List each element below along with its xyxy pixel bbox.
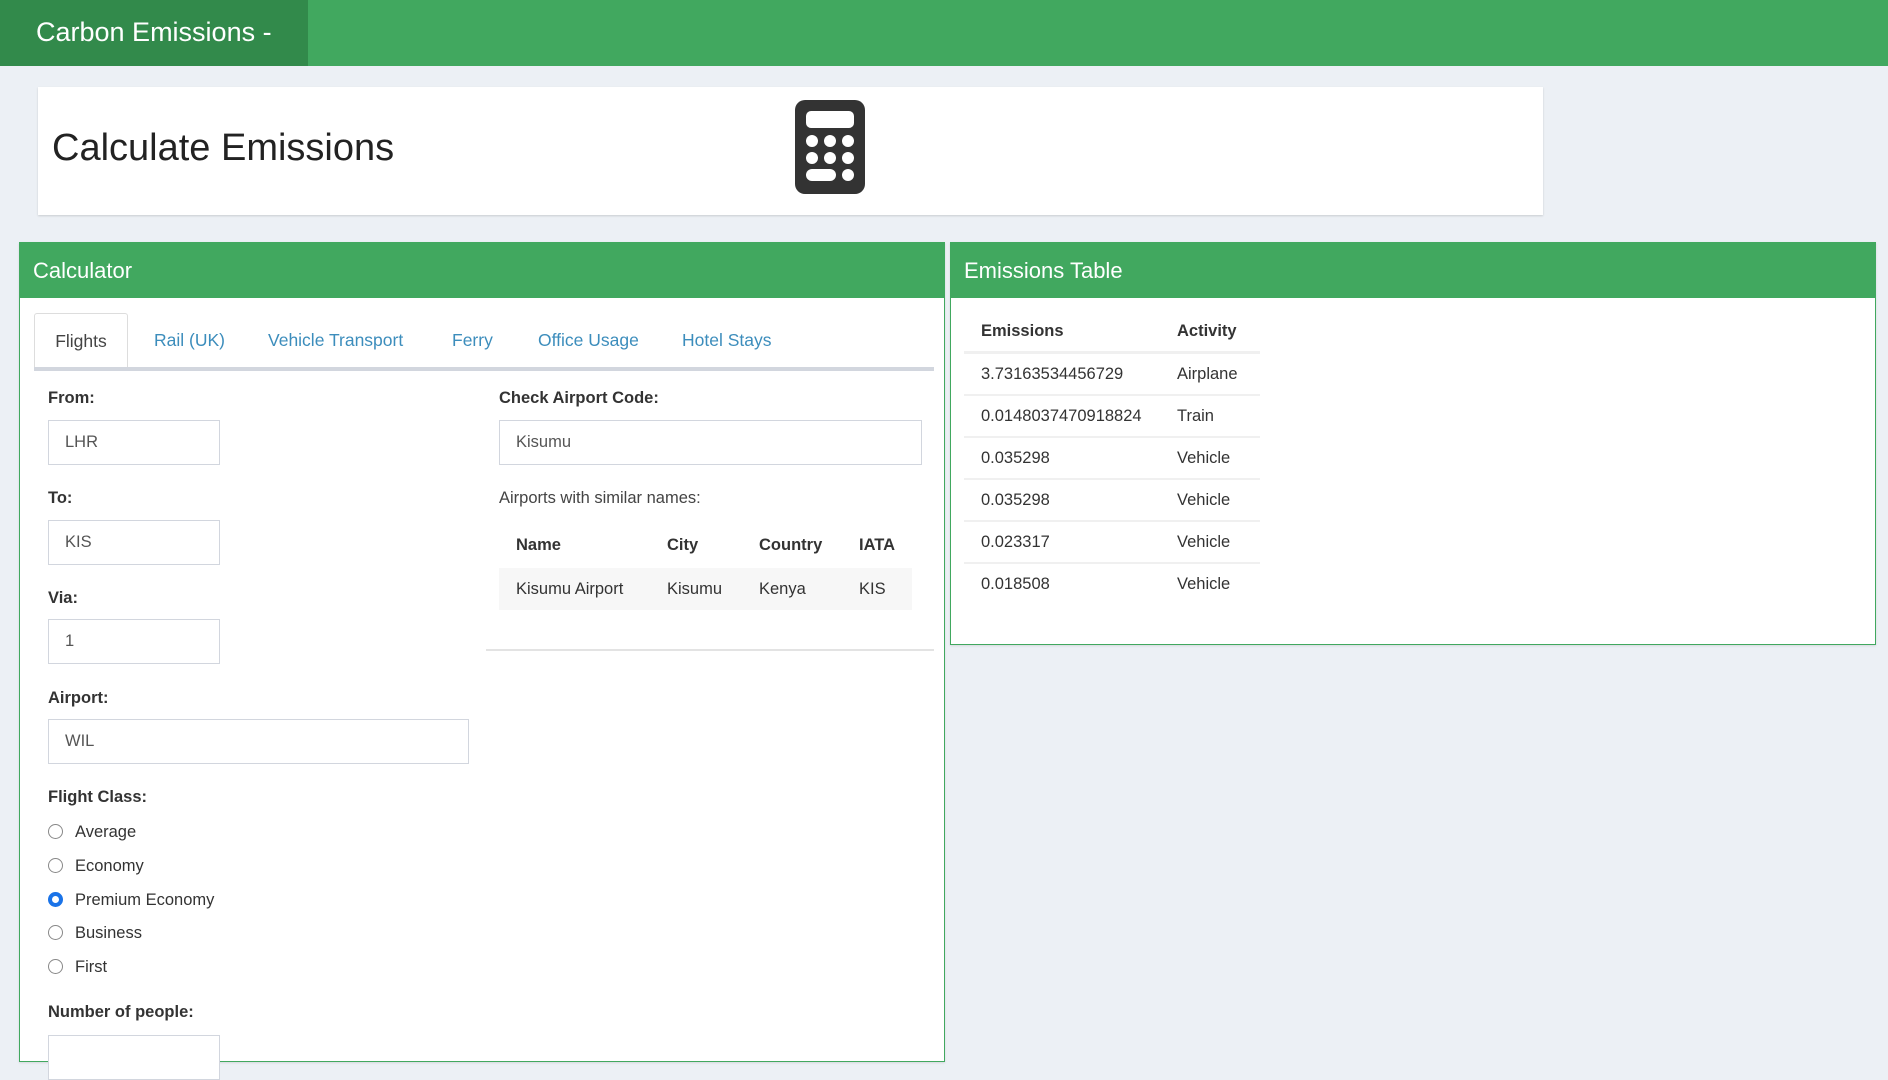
check-airport-input[interactable]: Kisumu xyxy=(499,420,922,465)
table-row: 0.018508 Vehicle xyxy=(964,564,1260,606)
table-row: 0.035298 Vehicle xyxy=(964,438,1260,480)
calculator-panel: Calculator Flights Rail (UK) Vehicle Tra… xyxy=(19,242,945,1080)
radio-premium-economy[interactable]: Premium Economy xyxy=(48,889,214,911)
divider xyxy=(486,649,934,651)
col-emissions: Emissions xyxy=(981,322,1064,340)
radio-label: Business xyxy=(75,924,142,942)
from-label: From: xyxy=(48,389,95,407)
activity-value: Vehicle xyxy=(1177,533,1231,551)
table-row[interactable]: Kisumu Airport Kisumu Kenya KIS xyxy=(499,568,912,610)
tab-vehicle-transport[interactable]: Vehicle Transport xyxy=(268,330,404,350)
radio-button[interactable] xyxy=(48,959,63,974)
col-name: Name xyxy=(516,536,561,554)
airport-label: Airport: xyxy=(48,689,109,707)
radio-button[interactable] xyxy=(48,858,63,873)
check-airport-label: Check Airport Code: xyxy=(499,389,659,407)
emissions-panel: Emissions Table Emissions Activity 3.731… xyxy=(950,242,1876,645)
col-city: City xyxy=(667,536,699,554)
calculator-icon xyxy=(795,100,865,194)
table-row: 0.035298 Vehicle xyxy=(964,480,1260,522)
flight-class-label: Flight Class: xyxy=(48,788,148,806)
radio-label: Premium Economy xyxy=(75,891,215,909)
emissions-title: Emissions Table xyxy=(951,243,1875,298)
tab-hotel-stays[interactable]: Hotel Stays xyxy=(682,330,772,350)
page-header-card: Calculate Emissions xyxy=(38,87,1543,215)
emissions-value: 0.035298 xyxy=(981,491,1050,509)
emissions-value: 0.0148037470918824 xyxy=(981,407,1142,425)
emissions-value: 0.018508 xyxy=(981,575,1050,593)
airport-city: Kisumu xyxy=(667,580,723,598)
to-label: To: xyxy=(48,489,73,507)
activity-value: Airplane xyxy=(1177,365,1238,383)
people-label: Number of people: xyxy=(48,1003,194,1021)
radio-button[interactable] xyxy=(48,925,63,940)
airport-input[interactable]: WIL xyxy=(48,719,469,764)
via-input[interactable]: 1 xyxy=(48,619,220,664)
col-iata: IATA xyxy=(859,536,896,554)
brand-title[interactable]: Carbon Emissions - xyxy=(0,0,308,66)
page-title: Calculate Emissions xyxy=(52,127,395,169)
table-row: 0.023317 Vehicle xyxy=(964,522,1260,564)
activity-value: Vehicle xyxy=(1177,449,1231,467)
radio-business[interactable]: Business xyxy=(48,922,142,944)
emissions-value: 0.023317 xyxy=(981,533,1050,551)
radio-button[interactable] xyxy=(48,824,63,839)
radio-economy[interactable]: Economy xyxy=(48,855,144,877)
airport-name: Kisumu Airport xyxy=(516,580,624,598)
people-input[interactable] xyxy=(48,1035,220,1080)
radio-label: Economy xyxy=(75,857,144,875)
tab-office-usage[interactable]: Office Usage xyxy=(538,330,639,350)
activity-value: Vehicle xyxy=(1177,491,1231,509)
tab-rail-uk[interactable]: Rail (UK) xyxy=(154,330,225,350)
activity-value: Train xyxy=(1177,407,1214,425)
radio-first[interactable]: First xyxy=(48,956,107,978)
radio-average[interactable]: Average xyxy=(48,821,136,843)
airport-country: Kenya xyxy=(759,580,806,598)
radio-label: First xyxy=(75,958,108,976)
header-divider xyxy=(964,351,1260,354)
col-activity: Activity xyxy=(1177,322,1237,340)
table-row: 3.73163534456729 Airplane xyxy=(964,354,1260,396)
emissions-value: 3.73163534456729 xyxy=(981,365,1124,383)
activity-value: Vehicle xyxy=(1177,575,1231,593)
tab-ferry[interactable]: Ferry xyxy=(452,330,493,350)
radio-label: Average xyxy=(75,823,137,841)
via-label: Via: xyxy=(48,589,78,607)
col-country: Country xyxy=(759,536,823,554)
similar-airports-label: Airports with similar names: xyxy=(499,489,701,507)
calculator-title: Calculator xyxy=(20,243,944,298)
emissions-value: 0.035298 xyxy=(981,449,1050,467)
table-row: 0.0148037470918824 Train xyxy=(964,396,1260,438)
tab-divider xyxy=(34,367,934,371)
radio-button-selected[interactable] xyxy=(48,892,63,907)
tab-flights[interactable]: Flights xyxy=(34,313,128,368)
to-input[interactable]: KIS xyxy=(48,520,220,565)
top-navbar xyxy=(0,0,1888,66)
airport-iata: KIS xyxy=(859,580,886,598)
from-input[interactable]: LHR xyxy=(48,420,220,465)
